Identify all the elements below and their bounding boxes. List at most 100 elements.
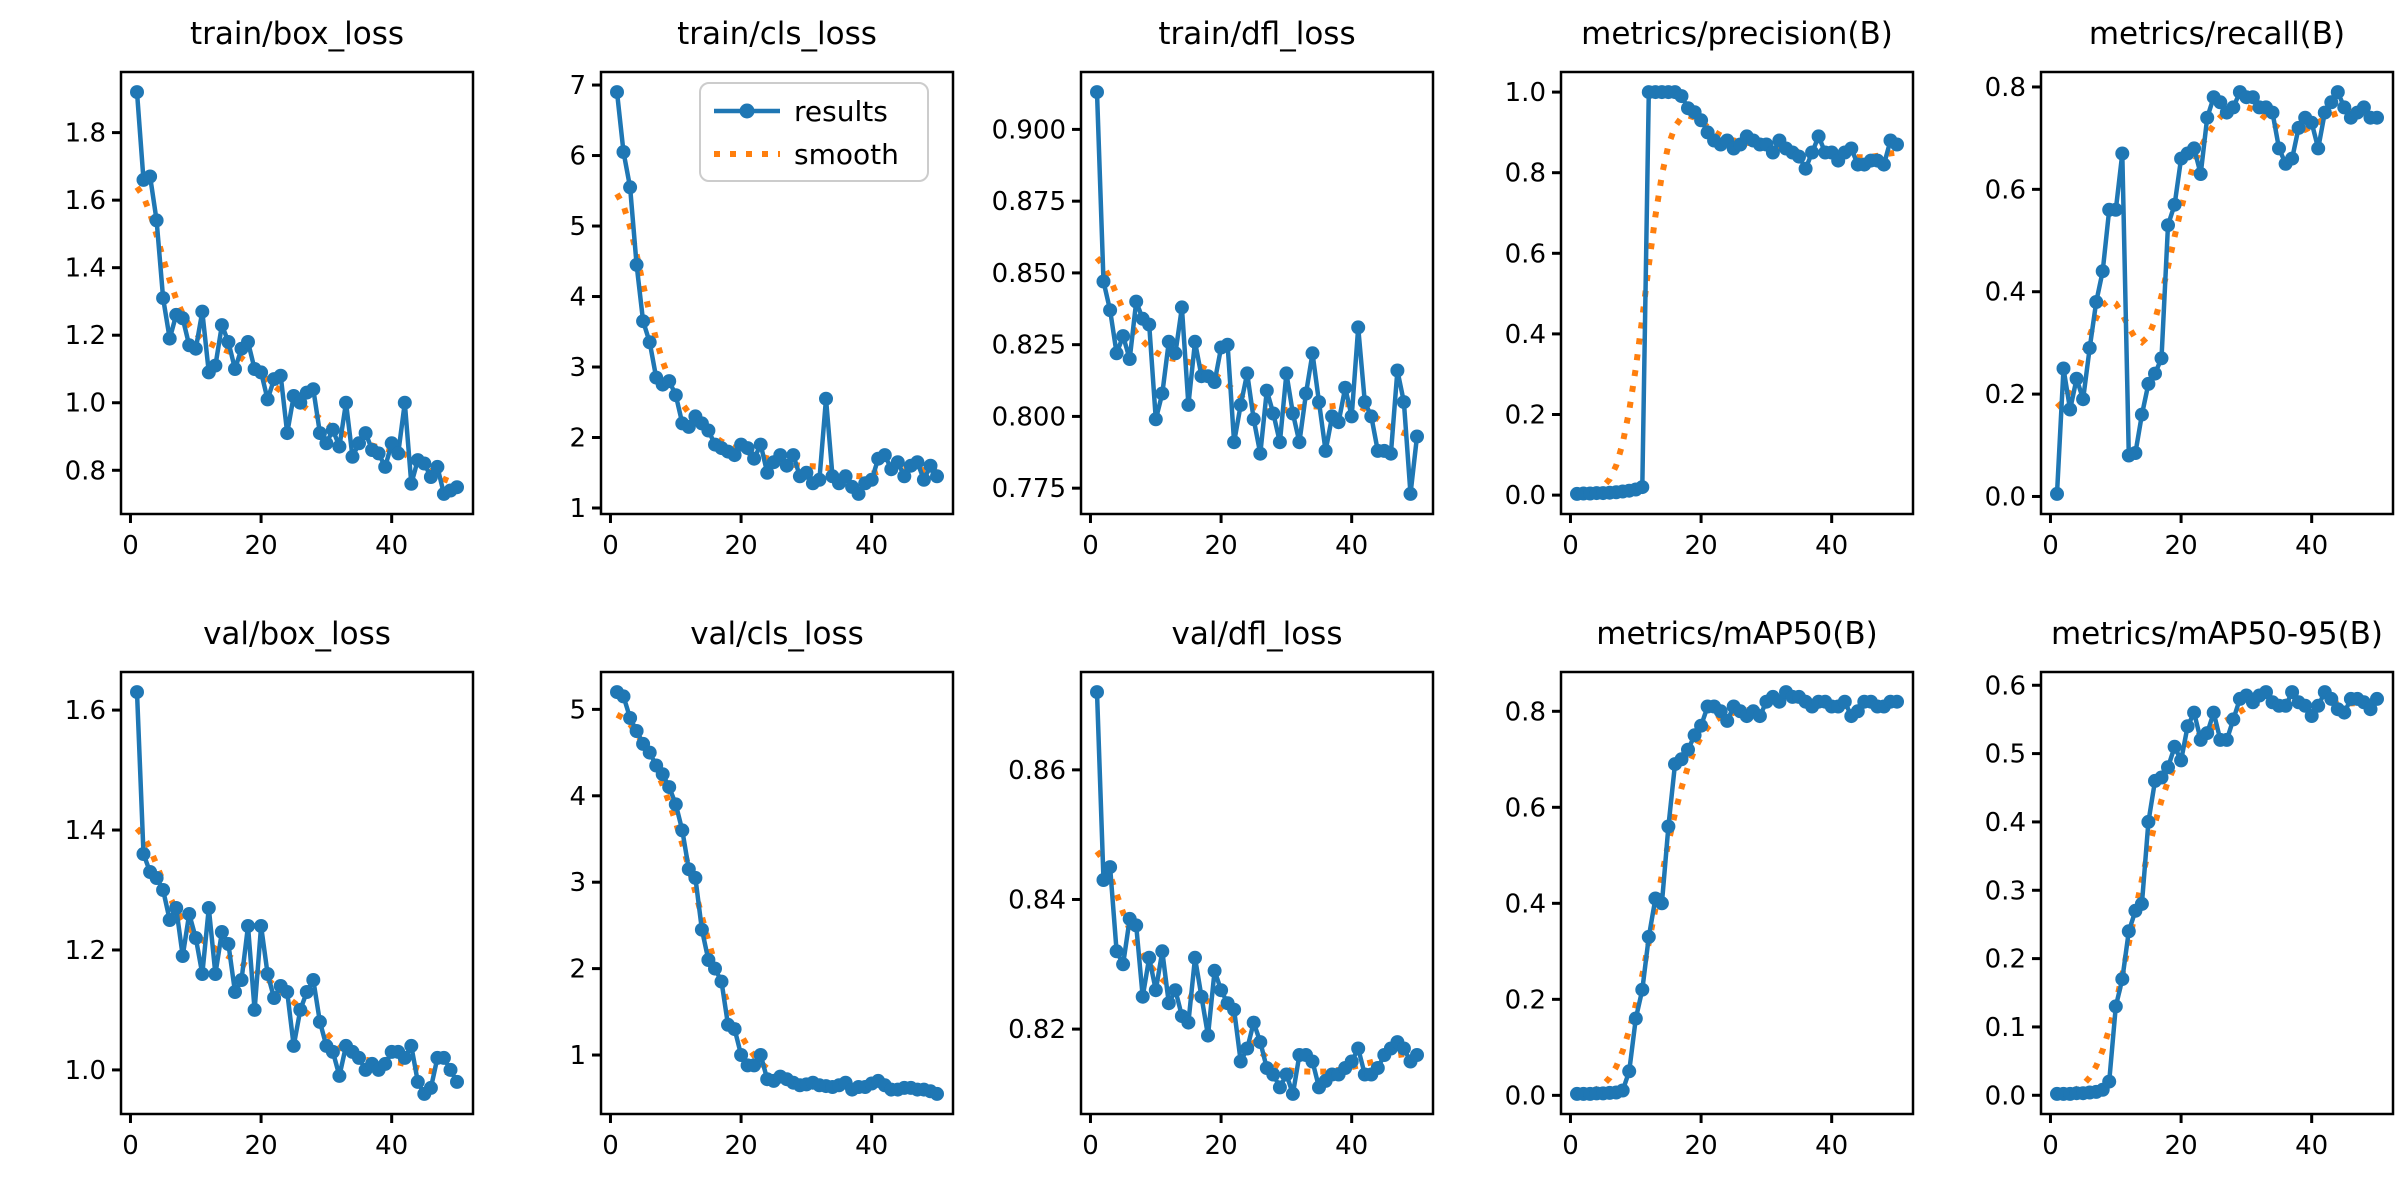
- plot-title: metrics/precision(B): [1581, 16, 1893, 52]
- plot-title: train/box_loss: [190, 16, 404, 52]
- results-marker: [2363, 702, 2378, 717]
- results-line: [1094, 92, 1420, 497]
- results-marker: [753, 1048, 768, 1062]
- results-marker: [1811, 129, 1826, 144]
- results-marker: [1674, 89, 1689, 104]
- smooth-line: [1576, 112, 1898, 497]
- axes-box: [599, 70, 955, 516]
- results-marker: [1344, 409, 1359, 424]
- results-marker: [1628, 1011, 1643, 1026]
- results-marker: [2304, 709, 2319, 723]
- results-marker: [1220, 337, 1235, 352]
- results-marker: [260, 967, 275, 981]
- results-marker: [1694, 718, 1709, 733]
- results-marker: [208, 358, 223, 373]
- results-marker: [339, 395, 353, 410]
- y-tick-label: 0.2: [1505, 985, 1546, 1015]
- results-marker: [1805, 145, 1820, 160]
- results-marker: [2167, 197, 2182, 212]
- results-marker: [2356, 100, 2371, 115]
- results-marker: [655, 767, 670, 782]
- results-marker: [851, 486, 866, 501]
- x-tick-label: 20: [1685, 531, 1718, 561]
- results-marker: [1233, 397, 1248, 412]
- results-marker: [1201, 1028, 1215, 1043]
- y-tick-label: 1.6: [65, 186, 106, 216]
- results-marker: [2330, 85, 2345, 100]
- results-marker: [616, 689, 631, 704]
- results-marker: [734, 1048, 749, 1062]
- results-marker: [2174, 753, 2189, 768]
- results-marker: [378, 1056, 393, 1071]
- x-tick-label: 0: [1562, 1131, 1579, 1161]
- results-marker: [1109, 346, 1124, 361]
- y-tick-label: 3: [569, 868, 586, 898]
- subplot-metrics-map50-95: metrics/mAP50-95(B) 0 20 40 0.0 0.1 0.2 0.3 0.4…: [1920, 600, 2400, 1200]
- results-marker: [410, 1074, 425, 1089]
- results-marker: [2206, 705, 2221, 720]
- results-marker: [1174, 300, 1189, 315]
- results-marker: [1312, 395, 1326, 410]
- results-marker: [2187, 705, 2202, 720]
- results-marker: [2226, 100, 2241, 115]
- axes-box: [599, 670, 955, 1116]
- results-marker: [1661, 819, 1676, 834]
- results-marker: [254, 919, 269, 933]
- results-marker: [136, 847, 151, 861]
- y-tick-label: 0.6: [1985, 671, 2026, 701]
- results-marker: [1181, 1015, 1196, 1030]
- results-marker: [1331, 415, 1346, 430]
- results-marker: [2370, 110, 2384, 125]
- results-marker: [162, 913, 177, 927]
- results-marker: [1188, 334, 1202, 349]
- y-tick-label: 7: [569, 71, 586, 101]
- y-tick-label: 0.775: [992, 474, 1066, 504]
- results-marker: [280, 426, 295, 441]
- results-marker: [1148, 983, 1163, 998]
- results-marker: [2050, 486, 2064, 501]
- results-marker: [1129, 918, 1144, 933]
- results-marker: [642, 745, 657, 760]
- x-tick-label: 0: [1562, 531, 1579, 561]
- results-marker: [1364, 409, 1379, 424]
- results-marker: [1155, 386, 1170, 401]
- results-marker: [1351, 1041, 1366, 1056]
- results-marker: [397, 1050, 412, 1065]
- y-tick-label: 0.0: [1985, 482, 2026, 512]
- subplot-val-dfl-loss: val/dfl_loss 0 20 40 0.82 0.84 0.86: [960, 600, 1440, 1200]
- chart-train-box-loss: train/box_loss 0 20 40 0.8 1.0 1.2 1.4 1.6 1.8: [65, 16, 475, 561]
- results-marker: [694, 922, 709, 937]
- results-marker: [2213, 95, 2228, 110]
- results-marker: [701, 423, 716, 438]
- results-marker: [1292, 435, 1307, 450]
- results-marker: [352, 1050, 366, 1065]
- results-marker: [293, 395, 308, 410]
- results-marker: [130, 85, 144, 100]
- results-marker: [1299, 386, 1313, 401]
- results-marker: [2148, 366, 2162, 381]
- results-marker: [423, 470, 438, 484]
- y-tick-label: 2: [569, 424, 586, 454]
- results-marker: [747, 451, 762, 466]
- results-marker: [404, 1038, 419, 1053]
- results-marker: [260, 392, 275, 407]
- plot-title: val/cls_loss: [690, 616, 864, 652]
- results-marker: [2063, 402, 2078, 417]
- results-marker: [2285, 685, 2300, 700]
- results-marker: [1188, 950, 1202, 965]
- y-tick-label: 0.8: [1505, 697, 1546, 727]
- y-tick-label: 0.2: [1985, 945, 2026, 975]
- results-marker: [910, 455, 925, 470]
- results-marker: [1403, 486, 1418, 501]
- results-marker: [1792, 149, 1806, 164]
- results-marker: [2134, 407, 2149, 422]
- y-tick-label: 1.0: [65, 389, 106, 419]
- x-tick-label: 0: [122, 531, 139, 561]
- results-marker: [241, 919, 255, 933]
- results-marker: [1279, 1067, 1294, 1082]
- x-tick-label: 0: [2042, 1131, 2059, 1161]
- results-marker: [1279, 366, 1294, 381]
- chart-metrics-map50-95: metrics/mAP50-95(B) 0 20 40 0.0 0.1 0.2 0.3 0.4…: [1985, 616, 2395, 1161]
- results-marker: [2128, 446, 2143, 460]
- results-marker: [668, 797, 683, 812]
